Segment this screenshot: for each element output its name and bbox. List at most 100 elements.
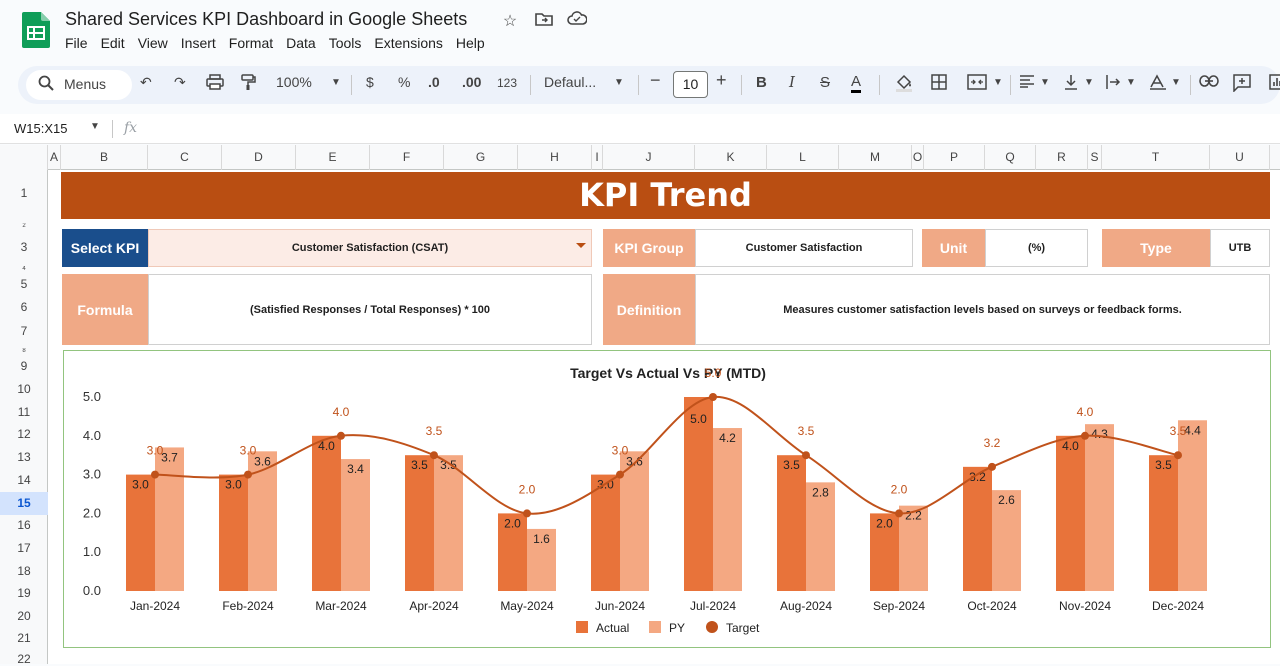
wrap-chevron-down-icon[interactable]: ▼: [1126, 77, 1136, 88]
column-header[interactable]: B: [61, 145, 148, 170]
column-header[interactable]: E: [296, 145, 370, 170]
column-header[interactable]: U: [1210, 145, 1270, 170]
row-header[interactable]: 4: [22, 266, 26, 270]
font-chevron-down-icon[interactable]: ▼: [614, 77, 624, 88]
print-icon[interactable]: [206, 74, 224, 93]
move-to-folder-icon[interactable]: [534, 11, 554, 32]
row-header[interactable]: 14: [17, 473, 31, 487]
document-title[interactable]: Shared Services KPI Dashboard in Google …: [65, 9, 468, 29]
align-chevron-down-icon[interactable]: ▼: [1040, 77, 1050, 88]
row-header[interactable]: 1: [20, 186, 28, 200]
paint-format-icon[interactable]: [240, 74, 256, 94]
target-line-group: 3.0 3.0 4.0 3.5 2.0 3.0 5.0 3.5 2.0 3.2 4.0 3.5: [147, 366, 1187, 518]
name-box[interactable]: W15:X15: [14, 121, 68, 136]
horizontal-align-icon[interactable]: [1019, 74, 1035, 91]
select-kpi-dropdown[interactable]: Customer Satisfaction (CSAT): [148, 229, 592, 267]
sheets-logo-icon[interactable]: [22, 12, 50, 48]
menu-format[interactable]: Format: [228, 35, 274, 51]
insert-chart-icon[interactable]: [1269, 74, 1280, 93]
menu-data[interactable]: Data: [286, 35, 316, 51]
row-header[interactable]: 6: [20, 300, 28, 314]
chart-container[interactable]: Target Vs Actual Vs PY (MTD) 0.0 1.0 2.0 3.…: [63, 350, 1271, 648]
star-icon[interactable]: ☆: [502, 13, 518, 30]
zoom-chevron-down-icon[interactable]: ▼: [331, 77, 341, 88]
fill-color-icon[interactable]: [895, 74, 913, 95]
menu-help[interactable]: Help: [455, 35, 485, 51]
row-header[interactable]: 16: [17, 518, 31, 532]
insert-comment-icon[interactable]: [1233, 74, 1251, 95]
increase-decimal-button[interactable]: .00: [462, 74, 482, 90]
row-header[interactable]: 22: [17, 652, 31, 666]
column-header[interactable]: O: [912, 145, 924, 170]
row-header[interactable]: 19: [17, 586, 31, 600]
row-header[interactable]: 21: [17, 631, 31, 645]
font-family-select[interactable]: Defaul...: [544, 74, 597, 90]
column-header[interactable]: J: [603, 145, 695, 170]
name-box-chevron-down-icon[interactable]: ▼: [90, 121, 100, 132]
column-header[interactable]: R: [1036, 145, 1088, 170]
font-size-increase-button[interactable]: +: [716, 70, 727, 90]
menu-tools[interactable]: Tools: [328, 35, 362, 51]
row-header[interactable]: 18: [17, 564, 31, 578]
column-header[interactable]: T: [1102, 145, 1210, 170]
column-header[interactable]: P: [924, 145, 985, 170]
merge-chevron-down-icon[interactable]: ▼: [993, 77, 1003, 88]
row-header[interactable]: 20: [17, 609, 31, 623]
row-header[interactable]: 12: [17, 427, 31, 441]
menu-view[interactable]: View: [137, 35, 168, 51]
formula-label: Formula: [62, 274, 148, 345]
row-header[interactable]: 13: [17, 450, 31, 464]
strikethrough-icon[interactable]: S: [820, 74, 831, 91]
decrease-decimal-button[interactable]: .0: [428, 74, 440, 90]
row-header-selected[interactable]: 15: [0, 492, 48, 515]
row-header[interactable]: 7: [20, 324, 28, 338]
column-header[interactable]: S: [1088, 145, 1102, 170]
select-all-corner[interactable]: [0, 145, 48, 170]
redo-icon[interactable]: ↷: [174, 74, 186, 90]
percent-format-button[interactable]: %: [398, 74, 411, 90]
column-header[interactable]: L: [767, 145, 839, 170]
column-header[interactable]: I: [592, 145, 603, 170]
menu-edit[interactable]: Edit: [100, 35, 125, 51]
italic-icon[interactable]: I: [789, 73, 795, 91]
column-header[interactable]: C: [148, 145, 222, 170]
menus-search-button[interactable]: Menus: [26, 70, 132, 100]
valign-chevron-down-icon[interactable]: ▼: [1084, 77, 1094, 88]
row-header[interactable]: 11: [17, 405, 31, 419]
text-wrapping-icon[interactable]: [1105, 74, 1121, 93]
borders-icon[interactable]: [931, 74, 947, 93]
insert-link-icon[interactable]: [1199, 74, 1219, 90]
dropdown-arrow-icon[interactable]: [576, 243, 586, 248]
vertical-align-icon[interactable]: [1063, 74, 1079, 93]
row-header[interactable]: 5: [20, 277, 28, 291]
font-size-input[interactable]: 10: [673, 71, 708, 98]
number-format-button[interactable]: 123: [497, 76, 518, 90]
undo-icon[interactable]: ↶: [140, 74, 152, 90]
text-color-icon[interactable]: A: [851, 74, 862, 93]
zoom-select[interactable]: 100%: [276, 74, 312, 90]
cloud-status-icon[interactable]: [567, 11, 588, 30]
column-header[interactable]: A: [48, 145, 61, 170]
menu-insert[interactable]: Insert: [180, 35, 216, 51]
column-header[interactable]: F: [370, 145, 444, 170]
column-header[interactable]: K: [695, 145, 767, 170]
menu-extensions[interactable]: Extensions: [374, 35, 443, 51]
column-header[interactable]: M: [839, 145, 912, 170]
row-header[interactable]: 10: [17, 382, 31, 396]
row-header[interactable]: 17: [17, 541, 31, 555]
row-header[interactable]: 8: [22, 348, 26, 352]
column-header[interactable]: H: [518, 145, 592, 170]
row-header[interactable]: 2: [22, 223, 26, 227]
bold-button[interactable]: B: [756, 74, 767, 91]
font-size-decrease-button[interactable]: −: [650, 70, 661, 90]
text-rotation-icon[interactable]: [1149, 74, 1167, 93]
row-header[interactable]: 3: [20, 240, 28, 254]
currency-format-button[interactable]: $: [366, 74, 374, 90]
row-header[interactable]: 9: [20, 359, 28, 373]
menu-file[interactable]: File: [65, 35, 88, 51]
column-header[interactable]: Q: [985, 145, 1036, 170]
column-header[interactable]: D: [222, 145, 296, 170]
merge-cells-icon[interactable]: [967, 74, 987, 93]
column-header[interactable]: G: [444, 145, 518, 170]
rotation-chevron-down-icon[interactable]: ▼: [1171, 77, 1181, 88]
